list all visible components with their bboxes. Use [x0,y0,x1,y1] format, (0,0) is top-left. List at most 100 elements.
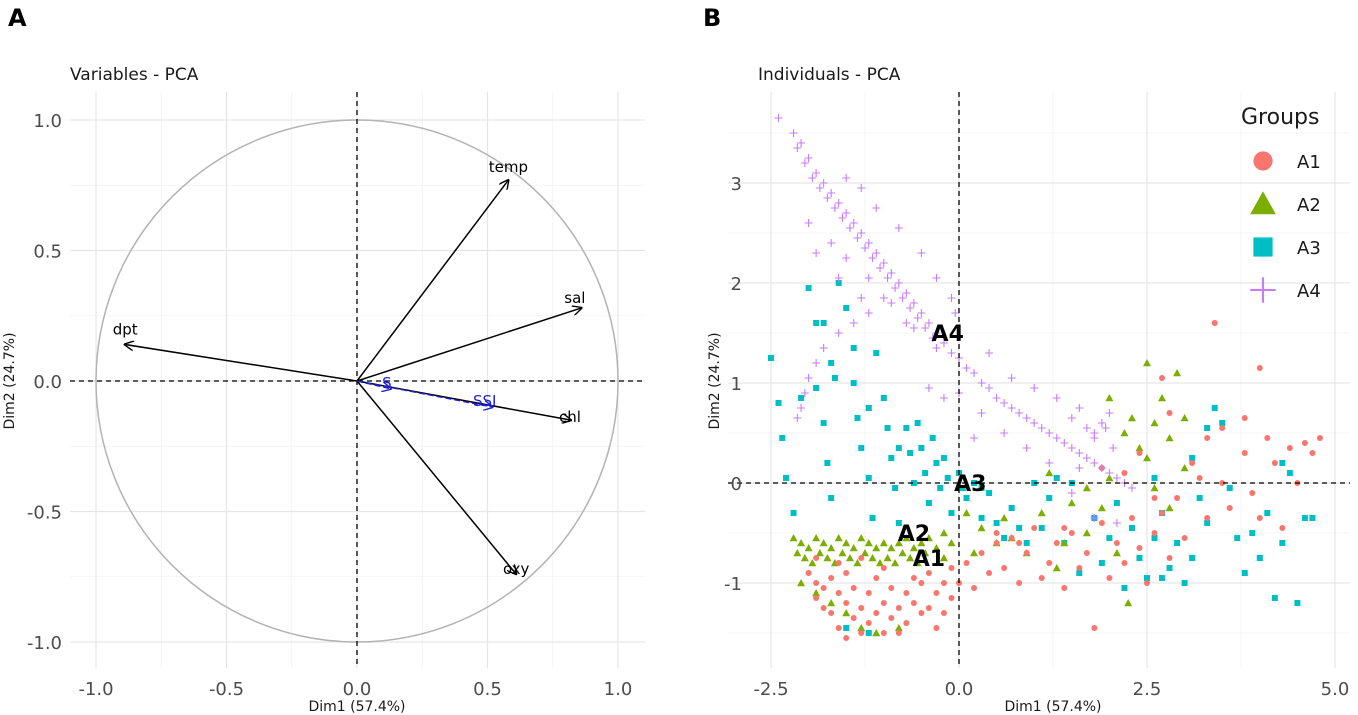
point-A3 [835,280,842,286]
point-A1 [880,630,887,636]
point-A2 [800,554,809,562]
point-A2 [932,544,941,552]
point-A2 [1067,499,1076,507]
point-A1 [1226,505,1233,511]
point-A4 [1090,514,1099,522]
point-A4 [819,344,828,352]
point-A1 [1151,495,1158,501]
point-A1 [948,565,955,571]
point-A4 [909,324,918,332]
point-A4 [1105,469,1114,477]
point-A2 [819,539,828,547]
variable-label-chl: chl [559,408,581,426]
point-A2 [857,534,866,542]
point-A2 [864,539,873,547]
point-A1 [1121,470,1128,476]
point-A3 [865,630,872,636]
point-A4 [834,199,843,207]
point-A1 [813,555,820,561]
point-A4 [1109,444,1118,452]
point-A3 [1008,505,1015,511]
point-A2 [913,559,922,567]
point-A3 [1174,540,1181,546]
point-A4 [827,189,836,197]
point-A4 [924,384,933,392]
point-A4 [1127,484,1136,492]
point-A2 [789,534,798,542]
panel-b-y-axis-title: Dim2 (24.7%) [707,332,723,429]
point-A3 [1128,525,1135,531]
point-A1 [1106,575,1113,581]
legend-marker-A3 [1253,237,1273,257]
point-A1 [895,630,902,636]
point-A1 [835,560,842,566]
point-A3 [869,515,876,521]
point-A4 [1030,419,1039,427]
panel-a-x-ticks: -1.0 -0.5 0.0 0.5 1.0 [78,679,632,700]
point-A1 [843,635,850,641]
point-A1 [963,560,970,566]
point-A1 [828,575,835,581]
point-A4 [842,254,851,262]
point-A4 [932,274,941,282]
point-A3 [948,510,955,516]
point-A4 [970,434,979,442]
point-A3 [805,285,812,291]
point-A1 [858,605,865,611]
point-A4 [774,114,783,122]
point-A1 [1286,445,1293,451]
point-A3 [1286,470,1293,476]
point-A1 [1098,520,1105,526]
legend-item-A1: A1 [1253,151,1321,173]
point-A1 [986,570,993,576]
legend-item-A4: A4 [1250,277,1321,303]
point-A1 [1091,625,1098,631]
point-A1 [1249,490,1256,496]
y-tick-label: 2 [731,274,742,295]
point-A4 [1082,424,1091,432]
point-A4 [917,309,926,317]
point-A2 [1150,419,1159,427]
point-A2 [1082,529,1091,537]
point-A2 [812,589,821,597]
point-A1 [1316,435,1323,441]
point-A4 [932,329,941,337]
point-A2 [793,549,802,557]
point-A3 [824,460,831,466]
point-A1 [993,530,1000,536]
point-A1 [940,580,947,586]
point-A3 [1166,565,1173,571]
point-A3 [944,475,951,481]
point-A4 [812,169,821,177]
point-A1 [1189,460,1196,466]
point-A2 [1082,484,1091,492]
point-A4 [812,359,821,367]
y-tick-label: -1 [724,574,742,595]
y-tick-label: -1.0 [27,633,62,654]
point-A3 [940,455,947,461]
point-A4 [819,179,828,187]
point-A3 [918,445,925,451]
point-A2 [868,554,877,562]
point-A3 [1038,525,1045,531]
point-A1 [940,610,947,616]
centroid-label-A2: A2 [898,522,930,547]
point-A4 [1101,424,1110,432]
point-A4 [876,264,885,272]
point-A4 [842,209,851,217]
point-A2 [1143,454,1151,462]
point-A1 [1301,440,1308,446]
point-A4 [804,374,813,382]
point-A4 [1045,459,1054,467]
point-A1 [895,605,902,611]
point-A2 [876,559,885,567]
point-A3 [922,470,929,476]
point-A1 [813,580,820,586]
point-A4 [894,224,903,232]
point-A1 [820,605,827,611]
point-A3 [1113,500,1120,506]
variable-label-oxy: oxy [503,560,530,578]
point-A1 [843,600,850,606]
point-A4 [853,234,862,242]
point-A3 [884,425,891,431]
